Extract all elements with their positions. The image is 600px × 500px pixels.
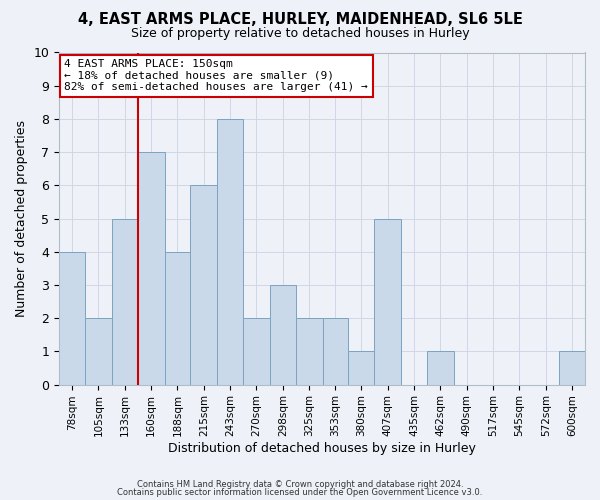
Bar — [164, 252, 190, 384]
Bar — [270, 285, 296, 384]
Bar — [243, 318, 270, 384]
Bar — [217, 119, 243, 384]
Text: 4 EAST ARMS PLACE: 150sqm
← 18% of detached houses are smaller (9)
82% of semi-d: 4 EAST ARMS PLACE: 150sqm ← 18% of detac… — [64, 59, 368, 92]
Bar — [190, 186, 217, 384]
Bar — [374, 218, 401, 384]
Bar — [59, 252, 85, 384]
Bar — [559, 352, 585, 384]
Y-axis label: Number of detached properties: Number of detached properties — [15, 120, 28, 317]
X-axis label: Distribution of detached houses by size in Hurley: Distribution of detached houses by size … — [168, 442, 476, 455]
Bar — [349, 352, 374, 384]
Bar — [323, 318, 349, 384]
Bar — [137, 152, 164, 384]
Text: Contains HM Land Registry data © Crown copyright and database right 2024.: Contains HM Land Registry data © Crown c… — [137, 480, 463, 489]
Bar — [427, 352, 454, 384]
Bar — [296, 318, 323, 384]
Text: 4, EAST ARMS PLACE, HURLEY, MAIDENHEAD, SL6 5LE: 4, EAST ARMS PLACE, HURLEY, MAIDENHEAD, … — [77, 12, 523, 28]
Bar — [112, 218, 137, 384]
Bar — [85, 318, 112, 384]
Text: Contains public sector information licensed under the Open Government Licence v3: Contains public sector information licen… — [118, 488, 482, 497]
Text: Size of property relative to detached houses in Hurley: Size of property relative to detached ho… — [131, 28, 469, 40]
